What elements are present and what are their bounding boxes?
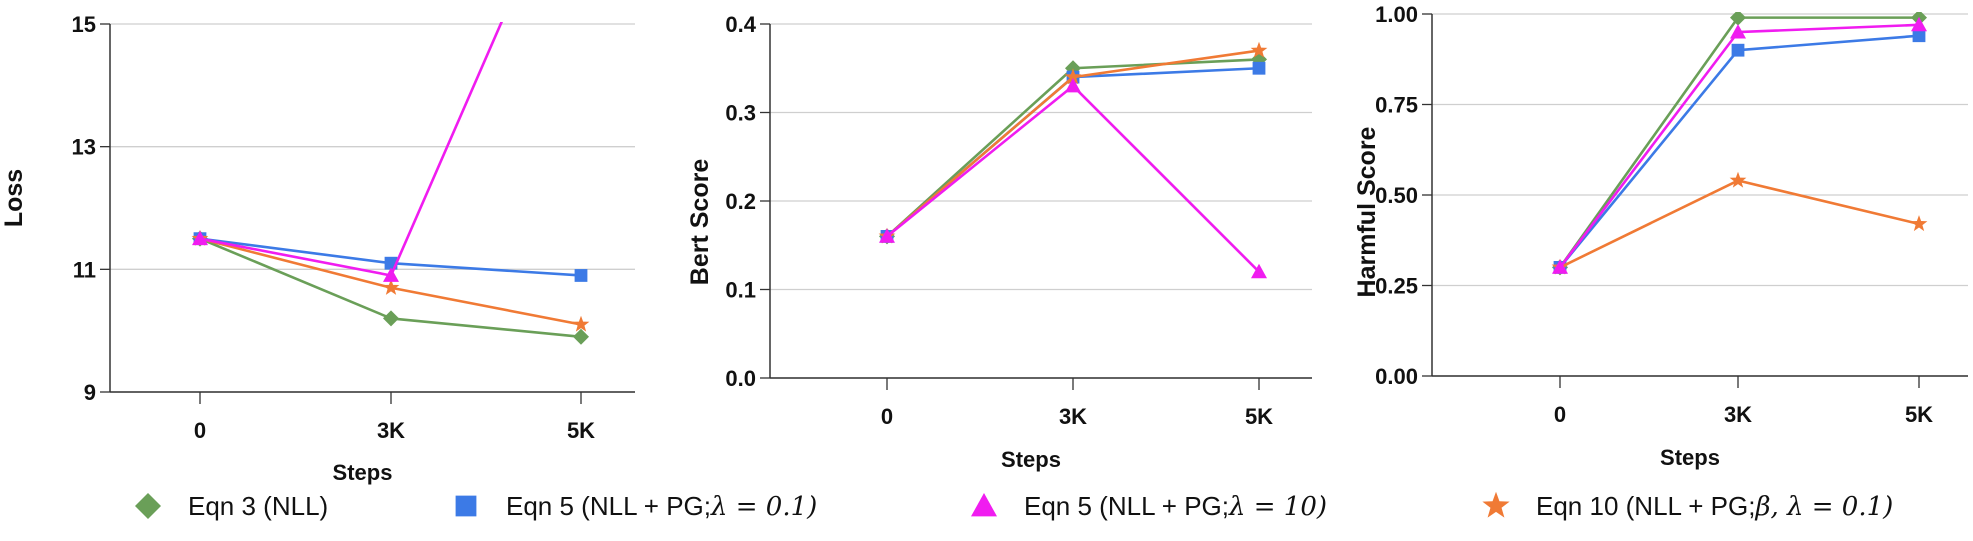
legend-text: Eqn 10 (NLL + PG; [1536,490,1756,521]
y-tick-label: 0.2 [725,189,756,214]
data-point-triangle [192,230,208,246]
x-tick-label: 3K [377,418,405,443]
x-tick-label: 0 [881,404,893,429]
legend-label: Eqn 5 (NLL + PG;λ = 10) [1024,491,1327,522]
data-point-star [1910,215,1928,232]
legend-item-pg_small: Eqn 5 (NLL + PG;λ = 0.1) [450,490,817,522]
x-axis-label: Steps [1660,445,1720,470]
series-pg_beta [878,41,1268,244]
legend-math: λ = 10) [1228,491,1328,522]
data-point-diamond [573,328,589,345]
legend-marker-star [1482,491,1510,518]
legend: Eqn 3 (NLL) Eqn 5 (NLL + PG;λ = 0.1) Eqn 5… [0,490,1973,540]
data-point-star [382,278,400,295]
data-point-triangle [1730,24,1746,39]
legend-item-pg_large: Eqn 5 (NLL + PG;λ = 10) [968,490,1327,522]
data-point-star [1064,68,1082,85]
series-pg_large [1552,16,1927,274]
series-line [199,22,504,277]
x-tick-label: 5K [567,418,595,443]
y-tick-label: 0.0 [725,366,756,391]
legend-math: λ = 0.1) [710,491,818,522]
data-point-diamond [1730,12,1746,26]
y-tick-label: 0.25 [1375,274,1418,299]
y-tick-label: 0.00 [1375,364,1418,389]
data-point-square [574,269,588,282]
data-point-star [572,315,590,332]
y-axis-label: Bert Score [686,159,714,286]
legend-marker-diamond [135,493,161,519]
series-line [1558,34,1920,269]
x-tick-label: 0 [1554,402,1566,427]
y-tick-label: 15 [72,12,96,37]
chart-panel-2: 0.0 0.1 0.2 0.3 0.4 0 3K 5K Steps Bert Score [686,12,1312,472]
legend-text: Eqn 5 (NLL + PG; [1024,490,1229,521]
x-tick-label: 0 [194,418,206,443]
series-pg_large [192,22,504,282]
y-axis-label: Harmful Score [1353,126,1381,297]
data-point-triangle [383,267,399,282]
data-point-square [1912,29,1926,43]
charts-figure: 9 11 13 15 0 3K 5K Steps Loss 0.0 0.1 0.2 0.3 0.4 0 3K 5… [0,2,1968,485]
legend-item-pg_beta: Eqn 10 (NLL + PG;β, λ = 0.1) [1480,490,1893,522]
legend-math: β, λ = 0.1) [1755,491,1894,522]
data-point-star [1729,171,1747,188]
y-tick-label: 9 [84,380,96,405]
data-point-square [1731,43,1745,57]
y-tick-label: 0.75 [1375,93,1418,118]
y-tick-label: 0.4 [725,12,756,37]
series-line [886,66,1260,238]
series-pg_small [1553,29,1926,274]
legend-marker-square [455,495,477,517]
chart-panel-1: 9 11 13 15 0 3K 5K Steps Loss [0,12,635,485]
x-tick-label: 3K [1059,404,1087,429]
legend-marker-triangle [971,493,997,517]
data-point-triangle [879,228,895,243]
y-tick-label: 0.3 [725,101,756,126]
y-tick-label: 0.50 [1375,183,1418,208]
chart-panel-3: 0.00 0.25 0.50 0.75 1.00 0 3K 5K Steps Harmful Sc… [1353,2,1968,470]
data-point-square [1252,61,1266,75]
legend-label: Eqn 5 (NLL + PG;λ = 0.1) [506,491,817,522]
y-tick-label: 13 [72,135,96,160]
series-pg_large [879,77,1267,279]
data-point-triangle [1065,77,1081,93]
data-point-star [1250,41,1268,58]
legend-text: Eqn 3 (NLL) [188,490,329,521]
y-axis-label: Loss [0,169,28,227]
series-pg_beta [1551,171,1928,275]
y-tick-label: 1.00 [1375,2,1418,27]
data-point-triangle [1911,16,1927,32]
data-point-diamond [383,310,399,327]
y-tick-label: 11 [73,257,96,282]
y-tick-label: 0.1 [725,278,756,303]
legend-item-nll: Eqn 3 (NLL) [132,490,328,522]
x-tick-label: 3K [1724,402,1752,427]
x-tick-label: 5K [1245,404,1273,429]
data-point-triangle [1552,259,1568,274]
legend-label: Eqn 3 (NLL) [188,491,328,522]
x-axis-label: Steps [333,460,393,485]
series-line [1558,23,1920,269]
legend-label: Eqn 10 (NLL + PG;β, λ = 0.1) [1536,491,1893,522]
legend-text: Eqn 5 (NLL + PG; [506,490,711,521]
x-tick-label: 5K [1905,402,1933,427]
series-line [886,84,1260,273]
data-point-triangle [1251,263,1267,279]
x-axis-label: Steps [1001,447,1061,472]
